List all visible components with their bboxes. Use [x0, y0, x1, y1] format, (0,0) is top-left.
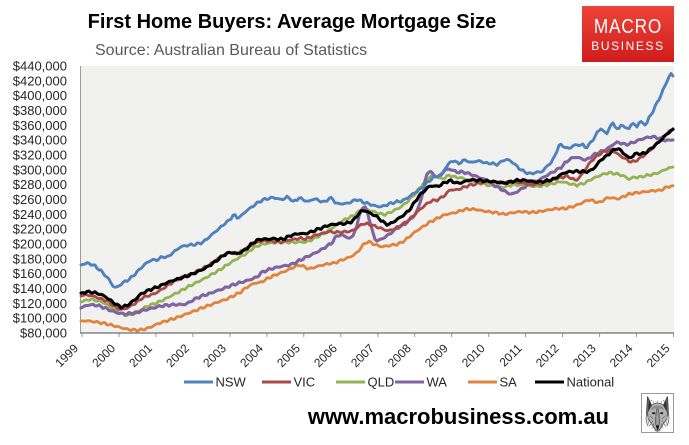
svg-text:$100,000: $100,000 — [13, 311, 67, 326]
svg-text:$420,000: $420,000 — [13, 73, 67, 88]
svg-text:VIC: VIC — [294, 375, 316, 390]
svg-text:$260,000: $260,000 — [13, 192, 67, 207]
svg-text:$320,000: $320,000 — [13, 148, 67, 163]
svg-text:SA: SA — [500, 375, 518, 390]
svg-text:NSW: NSW — [216, 375, 247, 390]
svg-text:WA: WA — [427, 375, 448, 390]
svg-text:$240,000: $240,000 — [13, 207, 67, 222]
svg-text:$300,000: $300,000 — [13, 162, 67, 177]
svg-text:$400,000: $400,000 — [13, 88, 67, 103]
svg-text:$220,000: $220,000 — [13, 222, 67, 237]
svg-text:$200,000: $200,000 — [13, 237, 67, 252]
svg-text:First Home Buyers: Average Mor: First Home Buyers: Average Mortgage Size — [88, 11, 497, 33]
svg-text:$440,000: $440,000 — [13, 59, 67, 74]
svg-text:$80,000: $80,000 — [20, 326, 67, 341]
svg-text:Source: Australian Bureau of S: Source: Australian Bureau of Statistics — [95, 42, 367, 59]
svg-text:$380,000: $380,000 — [13, 103, 67, 118]
svg-text:$120,000: $120,000 — [13, 296, 67, 311]
svg-text:www.macrobusiness.com.au: www.macrobusiness.com.au — [307, 404, 609, 429]
svg-text:$160,000: $160,000 — [13, 266, 67, 281]
svg-text:$140,000: $140,000 — [13, 281, 67, 296]
svg-text:BUSINESS: BUSINESS — [591, 39, 665, 53]
svg-text:$280,000: $280,000 — [13, 177, 67, 192]
svg-text:National: National — [567, 375, 615, 390]
svg-text:QLD: QLD — [368, 375, 395, 390]
svg-text:$340,000: $340,000 — [13, 133, 67, 148]
svg-text:$180,000: $180,000 — [13, 251, 67, 266]
svg-text:$360,000: $360,000 — [13, 118, 67, 133]
svg-text:MACRO: MACRO — [594, 16, 662, 39]
